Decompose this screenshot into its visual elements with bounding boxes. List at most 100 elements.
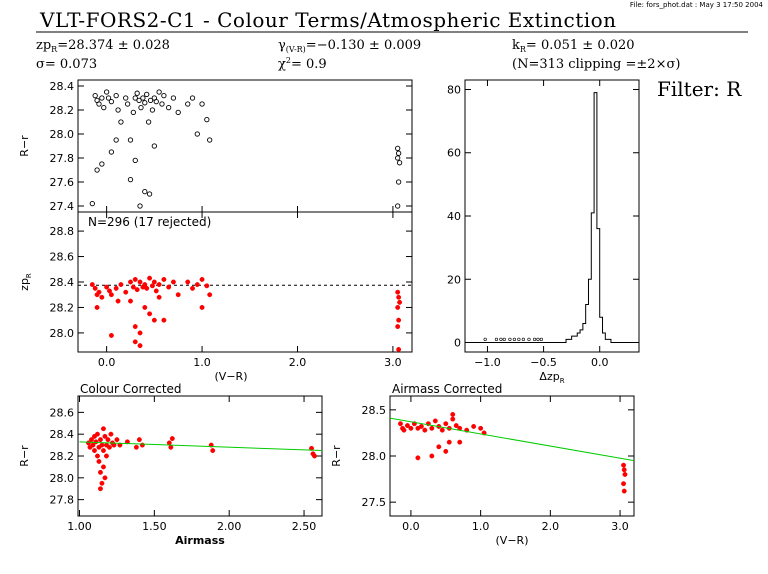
data-point — [450, 412, 456, 417]
data-point — [137, 203, 143, 209]
histogram-sparse-marker — [483, 337, 487, 341]
data-point — [395, 155, 401, 161]
gamma-symbol: γ — [278, 38, 286, 53]
data-point — [156, 282, 162, 287]
data-point — [457, 439, 463, 445]
data-point — [144, 91, 150, 98]
y-tick-label: 28.6 — [50, 406, 75, 419]
data-point — [134, 90, 140, 96]
data-point — [95, 431, 100, 437]
data-point — [436, 444, 442, 450]
data-point — [166, 440, 172, 446]
data-point — [130, 109, 136, 116]
zp-xlabel: (V−R) — [215, 370, 248, 383]
data-point — [418, 424, 424, 429]
data-point — [151, 143, 157, 149]
data-point — [124, 101, 131, 107]
x-tick-label: 3.0 — [611, 520, 629, 533]
data-point — [96, 459, 102, 464]
panel-airmass-corrected-ylabel: R−r — [330, 445, 343, 467]
data-point — [415, 455, 421, 461]
data-point — [395, 145, 401, 152]
data-point — [199, 277, 205, 282]
data-point — [395, 324, 401, 329]
x-tick-label: 0.0 — [402, 520, 420, 533]
data-point — [101, 104, 107, 111]
data-point — [142, 100, 148, 106]
data-point — [123, 95, 129, 101]
data-point — [161, 277, 167, 282]
histogram-sparse-marker — [512, 337, 516, 341]
y-tick-label: 27.4 — [50, 200, 75, 213]
data-point — [108, 149, 115, 155]
histogram-sparse-marker — [494, 337, 499, 341]
x-tick-label: 0.0 — [591, 356, 609, 369]
data-point — [446, 439, 452, 445]
panel-histogram: 0 20 40 60 80 −1.0 −0.5 0.0 ΔzpR — [447, 79, 640, 385]
filter-label: Filter: R — [657, 77, 742, 101]
y-tick-label: 28.4 — [50, 80, 75, 93]
panel-airmass-corrected-frame — [389, 395, 635, 517]
data-point — [98, 486, 103, 492]
data-point — [207, 292, 213, 298]
data-point — [92, 92, 98, 99]
panel-colour-corrected-ylabel: R−r — [18, 445, 31, 467]
data-point — [92, 448, 97, 453]
data-point — [108, 98, 115, 105]
zp-subscript: R — [51, 45, 58, 54]
data-point — [99, 161, 105, 167]
data-point — [132, 324, 138, 329]
data-point — [175, 292, 181, 298]
x-tick-label: 1.0 — [193, 356, 211, 369]
zp-ylabel: zpR — [18, 273, 33, 291]
panel-r-minus-r-frame — [77, 79, 413, 213]
y-tick-label: 60 — [447, 147, 461, 160]
panel-airmass-corrected: 27.5 28.0 28.5 0.0 1.0 2.0 3.0 Airmass Correcte… — [330, 382, 635, 547]
data-point — [622, 472, 628, 477]
data-point — [133, 444, 139, 450]
y-tick-label: 28.5 — [362, 404, 387, 417]
chi-symbol: χ — [278, 57, 286, 72]
data-point — [429, 425, 435, 431]
panel-colour-corrected-fit-line — [79, 441, 323, 452]
data-point — [450, 416, 456, 422]
data-point — [102, 433, 108, 439]
data-point — [621, 488, 627, 494]
data-point — [199, 305, 205, 310]
y-tick-label: 28.2 — [50, 301, 75, 314]
data-point — [99, 294, 105, 300]
chi-superscript: 2 — [286, 56, 291, 65]
panel-colour-corrected-xlabel: Airmass — [175, 534, 225, 547]
y-tick-label: 28.2 — [50, 104, 75, 117]
y-tick-label: 0 — [454, 337, 461, 350]
data-point — [118, 282, 124, 287]
data-point — [104, 284, 110, 290]
data-point — [123, 289, 129, 295]
data-point — [140, 95, 146, 101]
panel-colour-corrected-frame — [77, 395, 323, 517]
data-point — [138, 104, 144, 111]
histogram-sparse-marker — [527, 337, 531, 341]
y-tick-label: 28.0 — [50, 472, 75, 485]
data-point — [395, 289, 401, 295]
data-point — [194, 131, 200, 137]
data-point — [147, 275, 153, 281]
histogram-sparse-marker — [499, 337, 503, 341]
page-title: VLT-FORS2-C1 - Colour Terms/Atmospheric … — [39, 8, 617, 32]
data-point — [127, 137, 134, 143]
data-point — [132, 277, 138, 282]
data-point — [190, 285, 195, 291]
data-point — [396, 294, 402, 300]
data-point — [453, 423, 459, 428]
file-note: File: fors_phot.dat : May 3 17:50 2004 — [630, 1, 764, 9]
data-point — [156, 294, 162, 300]
data-point — [395, 179, 402, 185]
data-point — [100, 464, 106, 470]
y-tick-label: 40 — [447, 210, 461, 223]
data-point — [98, 437, 103, 443]
histogram-sparse-marker — [532, 337, 537, 341]
r-minus-r-ylabel: R−r — [18, 135, 31, 157]
data-point — [147, 311, 153, 317]
data-point — [127, 176, 134, 183]
y-tick-label: 80 — [447, 83, 461, 96]
